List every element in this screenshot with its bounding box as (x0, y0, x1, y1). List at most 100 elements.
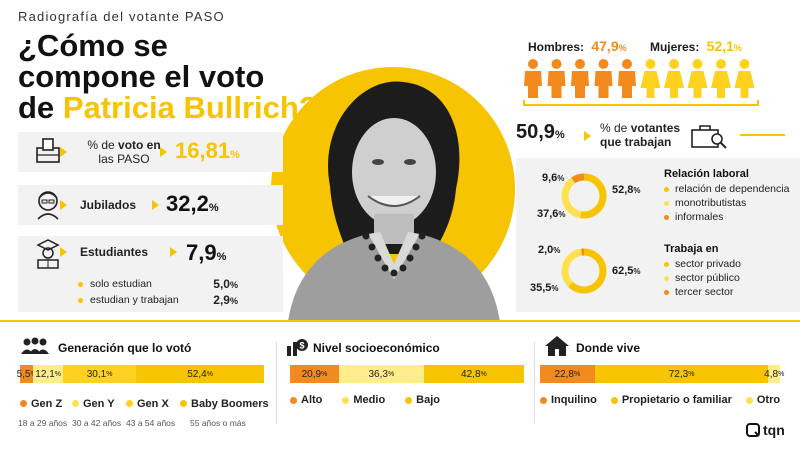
section-separator (534, 342, 535, 424)
woman-icon (687, 59, 708, 98)
bar-segment: 72,3% (594, 365, 769, 383)
gender-header: Hombres: 47,9% Mujeres: 52,1% (528, 38, 742, 54)
legend-dot (664, 186, 669, 192)
women-label: Mujeres: (649, 40, 700, 54)
age-range: 30 a 42 años (72, 418, 122, 428)
legend-label: informales (675, 211, 724, 223)
legend-dot (610, 396, 618, 404)
gender-bracket (523, 100, 759, 106)
trabaja-legend: Trabaja en sector privado sector público… (664, 243, 741, 298)
legend-col: Gen X 43 a 54 años (126, 394, 180, 428)
portrait (268, 64, 518, 322)
brand-logo: tqn (746, 422, 785, 438)
bar-segment: 36,3% (338, 365, 424, 383)
subrow-label: estudian y trabajan (90, 294, 179, 306)
nivel-bar: 20,9% 36,3% 42,8% (290, 365, 524, 383)
donut-label: 37,6% (537, 208, 566, 220)
arrow-icon (584, 131, 591, 141)
legend-dot (664, 200, 669, 206)
arrow-icon (60, 147, 67, 157)
legend-item: Gen Z (20, 398, 62, 410)
arrow-icon (60, 247, 67, 257)
bullet-icon (78, 297, 83, 303)
donut-label: 2,0% (538, 244, 561, 256)
generacion-title: Generación que lo votó (58, 341, 192, 355)
age-range: 55 años o más (190, 418, 246, 428)
man-icon (547, 59, 566, 98)
donut-slice (561, 177, 582, 219)
students-label: Estudiantes (80, 245, 149, 259)
elderly-person-icon (34, 188, 62, 225)
legend-item: Gen Y (72, 398, 115, 410)
vote-share-value: 16,81% (175, 138, 240, 163)
legend-label: monotributistas (675, 197, 747, 209)
donut-slice (571, 173, 585, 184)
people-group-icon (20, 336, 50, 361)
students-subrow: solo estudian 5,0% (78, 277, 238, 291)
legend-item: Otro (745, 394, 780, 406)
legend-dot (745, 396, 753, 404)
legend-label: sector privado (675, 258, 741, 270)
generacion-bar: 5,5%12,1%30,1%52,4% (17, 365, 264, 383)
bottom-divider (0, 320, 800, 322)
legend-dot (540, 396, 547, 404)
work-panel (516, 158, 800, 312)
arrow-icon (170, 247, 177, 257)
arrow-icon (160, 147, 167, 157)
bar-segment: 52,4% (136, 365, 264, 383)
legend-dot (664, 289, 669, 295)
age-range: 18 a 29 años (18, 418, 68, 428)
bar-segment: 12,1% (33, 365, 63, 383)
legend-dot (290, 396, 297, 404)
bullet-icon (78, 281, 83, 287)
money-icon: $ (285, 336, 309, 363)
briefcase-icon (690, 122, 728, 155)
bar-segment: 30,1% (62, 365, 137, 383)
man-icon (594, 59, 613, 98)
legend-dot (664, 261, 669, 267)
relacion-legend: Relación laboral relación de dependencia… (664, 168, 789, 223)
students-value: 7,9% (186, 240, 227, 265)
legend-dot (20, 400, 27, 407)
legend-dot (72, 400, 79, 407)
nivel-legend: Alto Medio Bajo (290, 394, 440, 406)
vive-title: Donde vive (576, 341, 641, 355)
headline-line-3: de (18, 90, 55, 125)
legend-col: Baby Boomers 55 años o más (180, 394, 280, 428)
legend-row: monotributistas (664, 197, 789, 209)
donut-label: 62,5% (612, 265, 641, 277)
age-range: 43 a 54 años (126, 418, 176, 428)
headline-name: Patricia Bullrich? (62, 90, 318, 125)
women-value: 52,1% (706, 38, 742, 54)
legend-row: informales (664, 211, 789, 223)
legend-item: Propietario o familiar (610, 394, 732, 406)
legend-label: sector público (675, 272, 740, 284)
legend-row: sector privado (664, 258, 741, 270)
subrow-value: 5,0% (213, 277, 238, 291)
house-icon (544, 335, 570, 362)
subrow-value: 2,9% (213, 293, 238, 307)
legend-label: tercer sector (675, 286, 734, 298)
legend-row: tercer sector (664, 286, 741, 298)
donut-slice (561, 248, 583, 287)
legend-dot (664, 275, 669, 281)
bar-segment: 22,8% (540, 365, 595, 383)
students-breakdown: solo estudian 5,0% estudian y trabajan 2… (78, 277, 238, 307)
student-icon (34, 238, 62, 275)
arrow-icon (60, 200, 67, 210)
legend-row: sector público (664, 272, 741, 284)
bar-segment: 42,8% (423, 365, 524, 383)
relacion-donut (561, 173, 607, 219)
retirees-label: Jubilados (80, 198, 137, 212)
nivel-title: Nivel socioeconómico (313, 341, 440, 355)
donut-label: 9,6% (542, 172, 565, 184)
page-title: ¿Cómo se compone el voto de Patricia Bul… (18, 30, 318, 123)
headline-line-2: compone el voto (18, 59, 265, 94)
woman-icon (734, 59, 755, 98)
man-icon (571, 59, 589, 98)
donut-slice (580, 173, 607, 219)
retirees-value: 32,2% (166, 191, 219, 216)
donut-label: 52,8% (612, 184, 641, 196)
legend-item: Alto (290, 394, 322, 406)
work-divider (740, 134, 785, 136)
